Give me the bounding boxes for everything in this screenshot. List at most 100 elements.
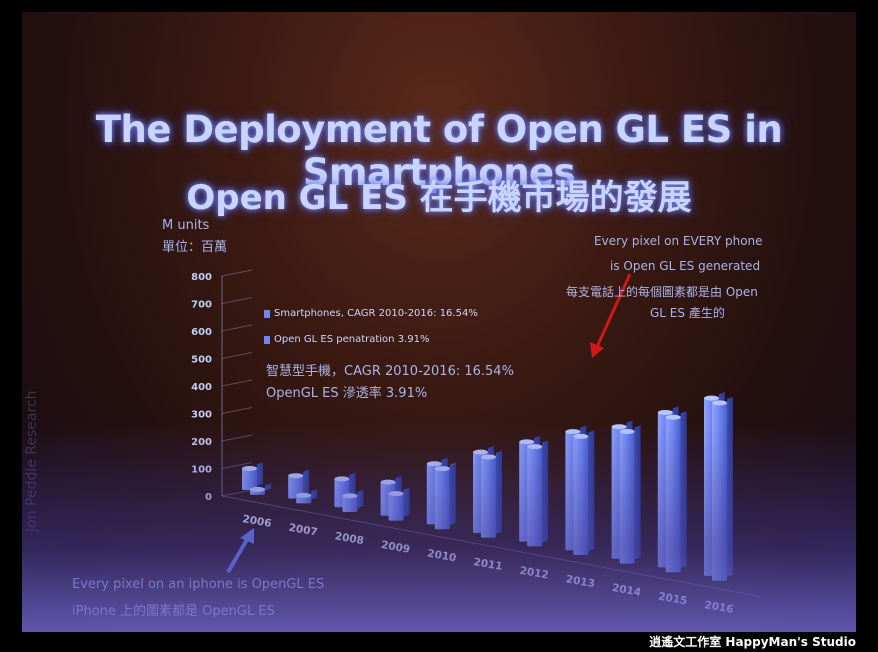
bar-opengl bbox=[619, 431, 635, 564]
x-tick-label: 2012 bbox=[519, 565, 550, 582]
annotation-top-line1: Every pixel on EVERY phone bbox=[594, 234, 763, 248]
bar-smartphones bbox=[288, 475, 304, 499]
legend-swatch-smartphones bbox=[264, 310, 270, 318]
bar-smartphones-side bbox=[257, 462, 263, 487]
bar-opengl-side bbox=[634, 425, 641, 560]
bar-opengl-top bbox=[250, 486, 265, 492]
x-tick-label: 2011 bbox=[472, 556, 503, 573]
bar-opengl bbox=[665, 417, 681, 573]
bar-opengl bbox=[573, 436, 589, 555]
bar-smartphones bbox=[242, 468, 257, 490]
x-tick-label: 2014 bbox=[611, 582, 642, 599]
bar-opengl-side bbox=[588, 430, 595, 552]
x-tick-label: 2007 bbox=[288, 522, 319, 539]
bar-smartphones-top bbox=[426, 461, 442, 467]
bar-opengl-side bbox=[542, 440, 549, 543]
slide-title: The Deployment of Open GL ES in Smartpho… bbox=[95, 108, 783, 194]
grid-line bbox=[221, 407, 253, 414]
source-credit: Jon Peddie Research bbox=[24, 390, 40, 532]
bar-opengl-side bbox=[449, 462, 456, 526]
bar-smartphones-top bbox=[473, 449, 488, 455]
y-tick-label: 700 bbox=[191, 300, 212, 311]
bar-opengl-top bbox=[434, 466, 450, 472]
legend-note-zh-1: 智慧型手機，CAGR 2010-2016: 16.54% bbox=[266, 364, 514, 379]
x-tick-label: 2016 bbox=[703, 599, 734, 616]
bar-opengl bbox=[481, 456, 496, 538]
x-tick-label: 2006 bbox=[241, 513, 272, 530]
x-tick-label: 2015 bbox=[657, 591, 688, 608]
x-tick-label: 2010 bbox=[426, 548, 457, 565]
y-tick-label: 100 bbox=[191, 465, 212, 476]
bar-smartphones-top bbox=[334, 476, 350, 482]
y-tick-label: 600 bbox=[191, 327, 212, 338]
bar-smartphones-top bbox=[519, 439, 535, 445]
y-tick-label: 400 bbox=[191, 382, 212, 393]
slide-subtitle: Open GL ES 在手機市場的發展 bbox=[186, 178, 692, 218]
red-arrow-line bbox=[595, 273, 632, 348]
bar-opengl-side bbox=[403, 487, 410, 517]
bar-smartphones-top bbox=[657, 409, 673, 415]
bar-opengl-side bbox=[311, 489, 318, 500]
bar-smartphones-top bbox=[565, 429, 581, 435]
bar-opengl bbox=[527, 446, 543, 547]
y-tick-label: 300 bbox=[191, 410, 212, 421]
y-tick-label: 800 bbox=[191, 272, 212, 283]
x-tick-label: 2009 bbox=[380, 539, 411, 556]
grid-line bbox=[221, 352, 253, 359]
y-tick-label: 200 bbox=[191, 437, 212, 448]
grid-line bbox=[221, 297, 253, 304]
bar-smartphones-top bbox=[611, 424, 627, 430]
annotation-top-line4: GL ES 產生的 bbox=[650, 306, 725, 320]
bar-opengl-top bbox=[481, 454, 496, 460]
bar-opengl bbox=[342, 495, 358, 512]
footer-watermark: 逍遙文工作室 HappyMan's Studio bbox=[649, 635, 856, 649]
grid-line bbox=[221, 434, 253, 442]
grid-line bbox=[221, 489, 253, 497]
y-axis-unit-label: M units bbox=[162, 218, 210, 233]
x-axis-line bbox=[221, 495, 761, 598]
bar-opengl-top bbox=[342, 493, 358, 499]
red-arrow-head bbox=[590, 342, 604, 358]
grid-line bbox=[221, 324, 253, 332]
bar-opengl-top bbox=[527, 444, 543, 450]
bar-smartphones-top bbox=[288, 473, 304, 479]
legend-label-opengl: Open GL ES penatration 3.91% bbox=[274, 334, 430, 345]
legend-label-smartphones: Smartphones, CAGR 2010-2016: 16.54% bbox=[274, 308, 478, 319]
x-tick-label: 2013 bbox=[565, 573, 596, 590]
y-tick-label: 0 bbox=[205, 492, 212, 503]
y-tick-label: 500 bbox=[191, 355, 212, 366]
annotation-top-line3: 每支電話上的每個圖素都是由 Open bbox=[566, 285, 758, 299]
bar-opengl-side bbox=[357, 489, 364, 508]
annotation-bottom-line1: Every pixel on an iphone is OpenGL ES bbox=[72, 577, 325, 592]
grid-line bbox=[221, 462, 253, 469]
legend-swatch-opengl bbox=[264, 336, 270, 344]
grid-line bbox=[221, 379, 253, 387]
legend-note-zh-2: OpenGL ES 滲透率 3.91% bbox=[266, 386, 428, 401]
bar-opengl-top bbox=[388, 491, 404, 497]
bar-opengl-side bbox=[680, 411, 687, 569]
bar-opengl-top bbox=[296, 492, 312, 498]
bar-smartphones-side bbox=[303, 469, 310, 495]
bar-opengl-top bbox=[619, 429, 635, 435]
grid-line bbox=[221, 269, 253, 277]
blue-arrow-head bbox=[240, 528, 254, 544]
bar-opengl-side bbox=[496, 450, 502, 534]
bar-smartphones-top bbox=[380, 479, 396, 485]
bar-smartphones-top bbox=[704, 395, 719, 401]
bar-opengl bbox=[434, 468, 450, 530]
annotation-top-line2: is Open GL ES generated bbox=[610, 259, 761, 273]
slide: The Deployment of Open GL ES in Smartpho… bbox=[22, 12, 856, 632]
bar-smartphones-top bbox=[242, 465, 257, 471]
bar-opengl-top bbox=[712, 400, 727, 406]
bar-chart: 0 100 200 300 400 500 600 700 800 2006 2007 2008 200… bbox=[191, 269, 761, 616]
bar-opengl-top bbox=[573, 433, 589, 439]
x-tick-label: 2008 bbox=[334, 530, 365, 547]
blue-arrow-line bbox=[226, 536, 250, 574]
bar-opengl-top bbox=[665, 414, 681, 420]
annotation-bottom-line2: iPhone 上的圖素都是 OpenGL ES bbox=[72, 604, 275, 619]
bar-opengl bbox=[712, 402, 727, 581]
bar-opengl bbox=[388, 493, 404, 521]
bar-opengl-side bbox=[265, 483, 271, 491]
bar-opengl-side bbox=[727, 396, 733, 577]
y-axis-unit-label-zh: 單位：百萬 bbox=[162, 240, 228, 255]
